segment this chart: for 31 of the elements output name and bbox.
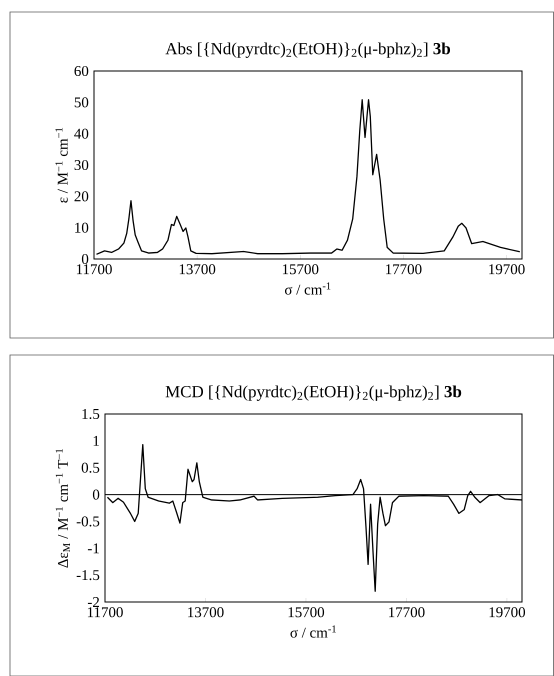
y-tick-label: -1 (88, 543, 99, 554)
y-tick-label: 1 (94, 436, 99, 446)
x-tick-label: 17700 (389, 607, 425, 618)
y-tick-label: 40 (74, 128, 88, 139)
y-tick-label: 30 (74, 160, 88, 170)
y-tick-label: -1.5 (76, 570, 100, 580)
y-tick-label: 0 (82, 254, 88, 264)
x-tick-label: 11700 (88, 607, 123, 618)
chart-title: MCD [{Nd(pyrdtc)$_{2}$(EtOH)}$_{2}$(μ-bphz)$_{2}$] 3b (166, 385, 462, 401)
x-tick-label: 15700 (288, 607, 324, 618)
y-tick-label: 1.5 (82, 408, 100, 420)
x-tick-label: 13700 (188, 607, 224, 618)
y-tick-label: -2 (88, 597, 99, 607)
y-tick-label: 50 (74, 97, 88, 108)
y-tick-label: 20 (74, 191, 88, 202)
y-tick-label: 0.5 (82, 462, 100, 473)
y-axis-title: ε / M$^{−1}$ cm$^{−1}$ (55, 128, 68, 203)
x-tick-label: 19700 (490, 607, 526, 618)
x-tick-label: 11700 (76, 264, 112, 274)
x-tick-label: 19700 (489, 264, 525, 274)
y-tick-label: 0 (92, 490, 100, 500)
y-tick-label: -0.5 (76, 516, 100, 527)
x-tick-label: 13700 (180, 264, 216, 274)
x-tick-label: 17700 (386, 264, 422, 274)
x-tick-label: 15700 (282, 264, 318, 274)
y-axis-title: Δε$_{M}$ / M$^{−1}$ cm$^{−1}$ T$^{−1}$ (56, 448, 70, 568)
y-tick-label: 10 (75, 222, 88, 233)
y-tick-label: 60 (74, 66, 88, 76)
chart-title: Abs [{Nd(pyrdtc)$_{2}$(EtOH)}$_{2}$(μ-bphz)$_{2}$] 3b (165, 42, 450, 58)
x-axis-title: σ / cm$^{-1}$ (290, 625, 336, 638)
x-axis-title: σ / cm$^{-1}$ (284, 282, 330, 295)
